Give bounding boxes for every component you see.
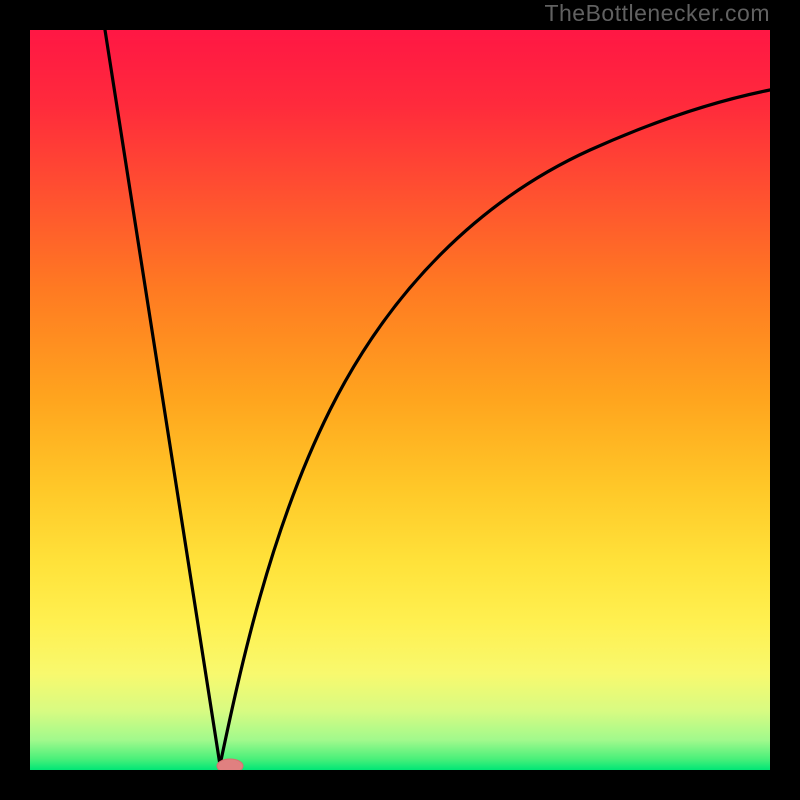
watermark-text: TheBottlenecker.com bbox=[544, 0, 770, 27]
minimum-marker bbox=[217, 759, 243, 770]
plot-area bbox=[30, 30, 770, 770]
chart-svg bbox=[30, 30, 770, 770]
gradient-background bbox=[30, 30, 770, 770]
chart-container: TheBottlenecker.com bbox=[0, 0, 800, 800]
